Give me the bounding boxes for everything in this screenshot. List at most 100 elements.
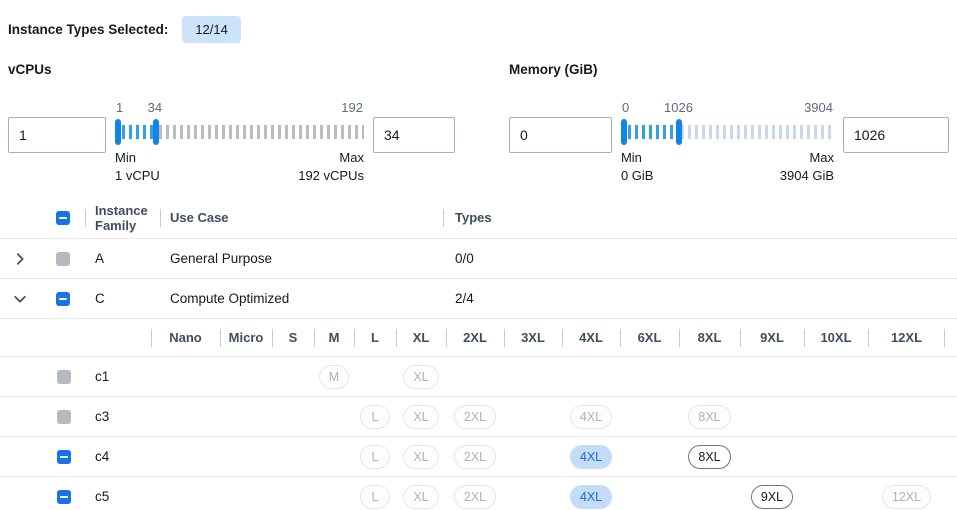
instance-name: c3 [95, 409, 110, 424]
row-c-expand-cell [0, 279, 40, 318]
chip-cell: 8XL [679, 437, 740, 476]
size-header-m: M [314, 319, 354, 356]
chip-cell: L [354, 397, 396, 436]
size-header-xl: XL [396, 319, 446, 356]
memory-slider-track[interactable] [620, 119, 834, 145]
vcpus-scale-labels: 1 34 192 [115, 100, 364, 118]
instance-row-c4: c4 L XL 2XL 4XL 8XL [0, 437, 957, 477]
vcpus-min-label: Min [115, 150, 136, 165]
size-chip-4xl-selected[interactable]: 4XL [569, 444, 613, 469]
vcpus-range-slider[interactable]: 1 34 192 Min 1 vCPU Max [115, 100, 364, 185]
instance-name: c4 [95, 449, 110, 464]
memory-scale-current: 1026 [664, 100, 693, 115]
size-header-8xl: 8XL [679, 319, 740, 356]
size-chip-l: L [360, 444, 390, 469]
row-c4-checkbox[interactable] [57, 449, 71, 464]
family-use-case: General Purpose [170, 251, 273, 266]
size-header-lead [0, 319, 151, 356]
instance-types-selected-label: Instance Types Selected: [8, 22, 169, 37]
memory-inactive-ticks [680, 125, 834, 139]
size-chip-xl: XL [403, 444, 439, 469]
vcpus-slider-track[interactable] [115, 119, 364, 145]
header-types: Types [443, 197, 957, 238]
filters-section: vCPUs 1 34 192 Min 1 vCPU [0, 56, 957, 185]
instance-row-c1: c1 M XL [0, 357, 957, 397]
vcpus-max-value: 192 vCPUs [298, 168, 364, 183]
chip-cell: 2XL [446, 477, 504, 510]
chevron-down-icon[interactable] [13, 292, 27, 306]
size-chip-l: L [360, 484, 390, 509]
size-header-6xl: 6XL [620, 319, 679, 356]
memory-min-caption: Min 0 GiB [621, 149, 654, 185]
size-chip-xl: XL [403, 484, 439, 509]
family-name: C [95, 291, 105, 306]
vcpus-scale-min: 1 [116, 100, 124, 115]
vcpus-max-caption: Max 192 vCPUs [298, 149, 364, 185]
chip-cell: L [354, 437, 396, 476]
row-c-checkbox[interactable] [55, 291, 70, 306]
memory-range-slider[interactable]: 0 1026 3904 Min 0 GiB Max [620, 100, 834, 185]
memory-scale-max: 3904 [804, 100, 833, 115]
chip-cell: 4XL [562, 397, 620, 436]
size-header-nano: Nano [151, 319, 220, 356]
row-a-checkbox [55, 251, 70, 266]
size-chip-12xl: 12XL [881, 484, 932, 509]
instance-name: c5 [95, 489, 110, 504]
chip-cell: XL [396, 397, 446, 436]
size-header-trailing [945, 319, 957, 356]
memory-lower-handle[interactable] [620, 119, 627, 145]
chip-cell: XL [396, 357, 446, 396]
header-use-case: Use Case [160, 197, 443, 238]
memory-from-input[interactable] [508, 117, 612, 153]
family-types-count: 2/4 [455, 291, 474, 306]
row-c5-checkbox[interactable] [57, 489, 71, 504]
size-chip-9xl[interactable]: 9XL [750, 484, 794, 509]
family-types-count: 0/0 [455, 251, 474, 266]
memory-active-ticks [620, 125, 677, 139]
size-header-3xl: 3XL [504, 319, 562, 356]
memory-scale-labels: 0 1026 3904 [621, 100, 834, 118]
size-header-row: Nano Micro S M L XL 2XL 3XL 4XL 6XL 8XL … [0, 319, 957, 357]
chevron-right-icon[interactable] [13, 252, 27, 266]
vcpus-min-value: 1 vCPU [115, 168, 160, 183]
memory-max-caption: Max 3904 GiB [780, 149, 834, 185]
memory-title: Memory (GiB) [508, 62, 598, 77]
size-header-12xl: 12XL [868, 319, 945, 356]
size-chip-m: M [318, 364, 350, 389]
vcpus-lower-handle[interactable] [115, 119, 121, 145]
size-chip-4xl-selected[interactable]: 4XL [569, 484, 613, 509]
family-row-c: C Compute Optimized 2/4 [0, 279, 957, 319]
select-all-checkbox[interactable] [55, 210, 70, 225]
selected-count-badge: 12/14 [182, 16, 241, 43]
memory-min-value: 0 GiB [620, 168, 654, 183]
size-chip-2xl: 2XL [453, 444, 497, 469]
row-a-expand-cell [0, 239, 40, 278]
family-use-case: Compute Optimized [170, 291, 290, 306]
header-expand-cell [0, 197, 40, 238]
instance-name: c1 [95, 369, 110, 384]
row-c4-lead: c4 [0, 437, 151, 476]
size-header-micro: Micro [220, 319, 272, 356]
memory-to-input[interactable] [843, 117, 949, 153]
chip-cell: XL [396, 437, 446, 476]
memory-filter: Memory (GiB) 0 1026 3904 Min [508, 56, 949, 185]
vcpus-min-caption: Min 1 vCPU [115, 149, 160, 185]
size-chip-8xl[interactable]: 8XL [688, 444, 731, 469]
instance-family-table: Instance Family Use Case Types A General… [0, 197, 957, 510]
row-c3-checkbox [57, 409, 71, 424]
memory-max-label: Max [809, 150, 834, 165]
row-c3-lead: c3 [0, 397, 151, 436]
size-header-4xl: 4XL [562, 319, 620, 356]
memory-upper-handle[interactable] [676, 119, 683, 145]
chip-cell: XL [396, 477, 446, 510]
vcpus-to-input[interactable] [372, 117, 455, 153]
vcpus-upper-handle[interactable] [152, 119, 159, 145]
size-chip-xl: XL [403, 364, 439, 389]
memory-min-label: Min [620, 150, 642, 165]
size-header-s: S [272, 319, 314, 356]
row-c1-checkbox [57, 369, 71, 384]
memory-scale-min: 0 [621, 100, 630, 115]
vcpus-from-input[interactable] [8, 117, 106, 153]
instance-row-c5: c5 L XL 2XL 4XL 9XL 12XL [0, 477, 957, 510]
vcpus-scale-current: 34 [147, 100, 163, 115]
